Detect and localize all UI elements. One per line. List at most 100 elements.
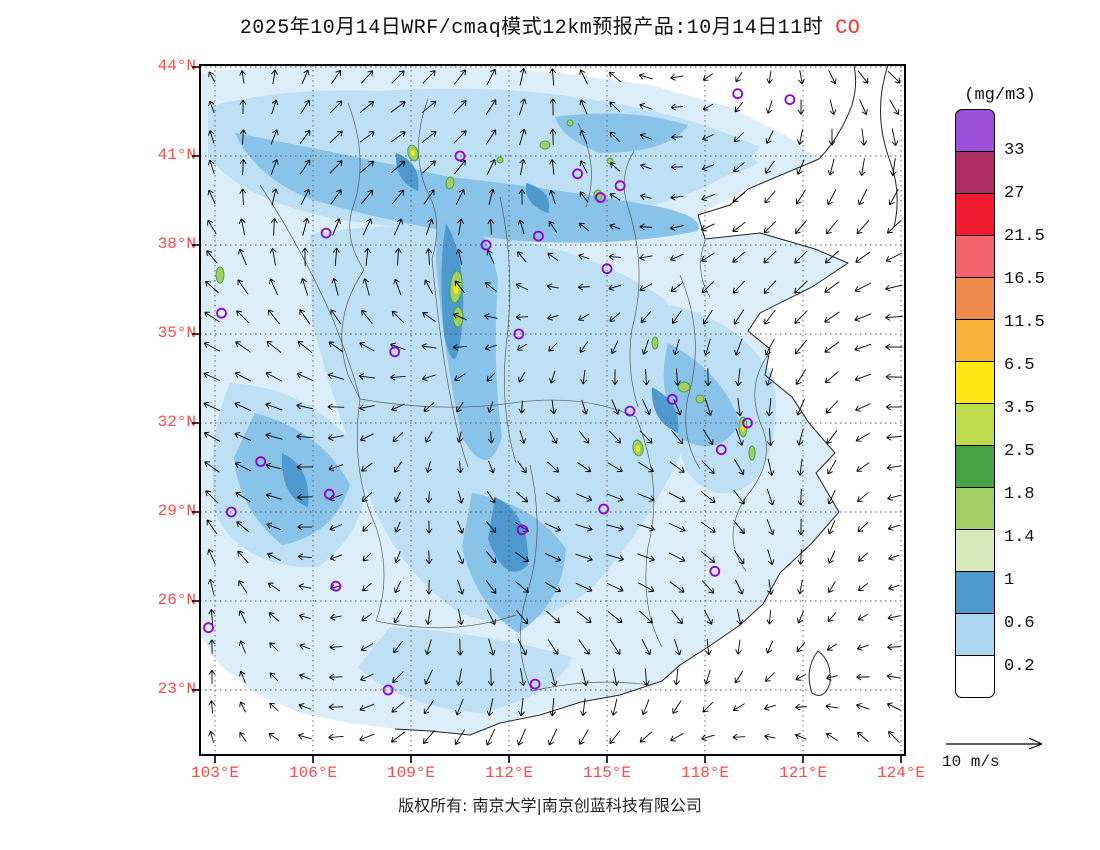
wind-arrow <box>394 248 402 266</box>
wind-arrow <box>519 430 526 444</box>
wind-arrow <box>271 99 279 115</box>
wind-arrow <box>236 310 250 324</box>
wind-arrow <box>207 189 216 205</box>
wind-arrow <box>796 129 804 145</box>
wind-arrow <box>547 639 559 655</box>
wind-arrow <box>797 488 805 506</box>
province-boundary <box>519 464 538 692</box>
wind-arrow <box>424 639 432 655</box>
wind-arrow <box>454 729 466 745</box>
wind-arrow <box>331 278 339 296</box>
wind-arrow <box>796 641 806 653</box>
wind-arrow <box>394 218 403 236</box>
wind-arrow <box>857 492 869 503</box>
province-boundary <box>341 269 365 400</box>
wind-arrow <box>265 432 283 440</box>
wind-arrow <box>796 428 804 446</box>
wind-arrow <box>333 247 340 266</box>
wind-arrow <box>265 462 283 470</box>
wind-arrow <box>208 130 215 144</box>
wind-arrow <box>639 731 653 743</box>
coastline-northeast <box>818 65 857 160</box>
province-boundary <box>635 416 663 648</box>
wind-arrow <box>271 69 278 85</box>
co-field-level-0.6a <box>235 133 699 243</box>
wind-arrow <box>733 520 745 535</box>
lon-tick-label: 118°E <box>680 764 729 782</box>
wind-arrow <box>607 462 623 473</box>
colorbar-tick-label: 3.5 <box>1004 399 1035 418</box>
co-field-level-0.8d <box>651 387 679 433</box>
city-marker <box>572 168 584 180</box>
wind-arrow <box>825 219 838 235</box>
wind-arrow <box>735 368 742 387</box>
wind-arrow <box>701 460 715 474</box>
co-hotspot <box>496 156 504 164</box>
wind-arrow <box>359 131 375 143</box>
co-hotspot <box>695 394 705 404</box>
wind-arrow <box>639 610 653 624</box>
wind-arrow <box>207 159 215 174</box>
city-marker <box>203 622 214 634</box>
lon-tick-label: 112°E <box>484 764 533 782</box>
colorbar-segment <box>955 109 995 152</box>
wind-arrow <box>608 253 621 261</box>
wind-arrow <box>203 341 221 352</box>
wind-arrow <box>886 702 901 711</box>
wind-arrow <box>359 404 375 411</box>
wind-arrow <box>578 253 590 260</box>
colorbar-units: (mg/m3) <box>964 86 1036 105</box>
wind-arrow <box>239 70 246 84</box>
wind-arrow <box>424 279 434 295</box>
wind-arrow <box>855 432 871 442</box>
wind-reference-arrow <box>946 737 1043 750</box>
wind-arrow <box>545 582 561 593</box>
wind-arrow <box>857 188 868 206</box>
wind-arrow <box>886 673 902 680</box>
wind-arrow <box>517 460 527 474</box>
city-marker <box>382 684 394 696</box>
wind-arrow <box>266 340 282 353</box>
colorbar-tick-label: 11.5 <box>1004 313 1045 332</box>
wind-arrow <box>486 609 496 625</box>
wind-arrow <box>425 579 433 595</box>
wind-arrow <box>763 220 777 234</box>
wind-arrow <box>550 400 557 415</box>
city-marker <box>709 565 721 577</box>
wind-arrow <box>891 128 899 146</box>
wind-arrow <box>766 70 773 84</box>
wind-arrow <box>361 462 373 472</box>
city-marker <box>614 180 626 192</box>
co-field-level-0.8e <box>395 153 419 191</box>
wind-arrow <box>360 189 374 205</box>
wind-arrow <box>486 490 496 504</box>
wind-arrow <box>518 400 526 414</box>
wind-arrow <box>206 250 218 264</box>
co-hotspot-core <box>411 150 415 156</box>
wind-arrow <box>797 458 804 476</box>
wind-arrow <box>827 489 836 505</box>
province-boundary <box>356 398 385 622</box>
wind-arrow <box>456 550 465 565</box>
province-boundary <box>531 681 651 692</box>
wind-arrow <box>797 99 805 115</box>
wind-arrow <box>516 491 529 503</box>
wind-arrow <box>824 311 840 323</box>
wind-arrow <box>854 313 872 322</box>
wind-arrow <box>642 668 650 686</box>
wind-arrow <box>578 313 590 321</box>
wind-arrow <box>206 519 218 535</box>
wind-arrow <box>267 552 281 561</box>
wind-arrow <box>548 430 558 444</box>
wind-arrow <box>855 403 871 412</box>
wind-arrow <box>765 130 774 144</box>
lat-tick-label: 23°N <box>157 680 196 698</box>
wind-arrow <box>268 732 280 741</box>
wind-arrow <box>671 610 683 625</box>
wind-arrow <box>394 461 402 473</box>
wind-arrow <box>203 401 221 412</box>
wind-arrow <box>763 250 777 264</box>
city-marker <box>255 456 267 468</box>
city-marker <box>715 444 727 456</box>
wind-arrow <box>700 491 716 504</box>
